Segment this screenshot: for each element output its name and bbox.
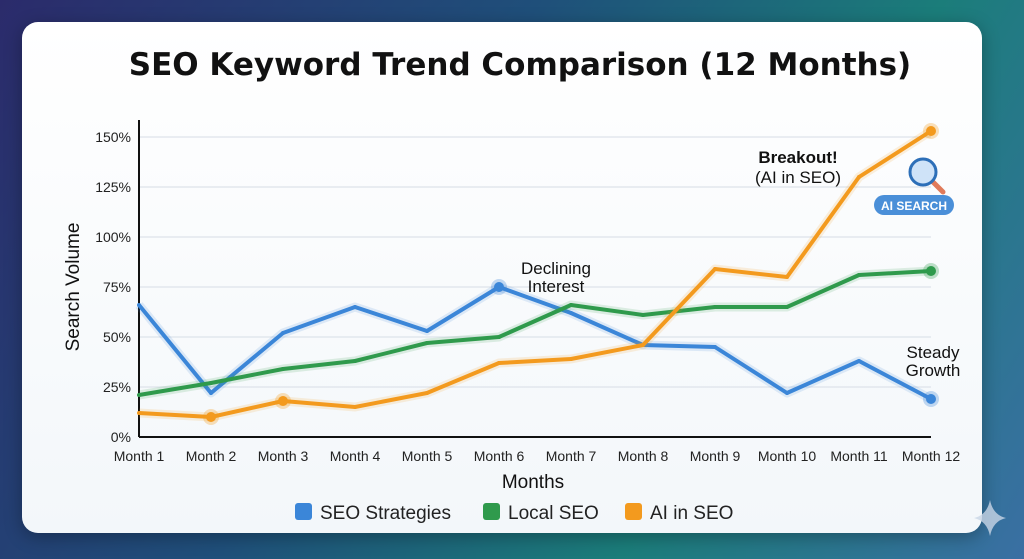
data-point	[785, 305, 789, 309]
legend: SEO Strategies Local SEO AI in SEO	[295, 503, 733, 524]
gridlines	[139, 136, 931, 388]
data-point	[497, 335, 501, 339]
y-tick-label: 75%	[103, 279, 131, 295]
data-point	[497, 361, 501, 365]
x-tick-label: Month 8	[618, 448, 669, 464]
data-point	[206, 412, 216, 422]
x-tick-label: Month 12	[902, 448, 961, 464]
x-tick-label: Month 5	[402, 448, 453, 464]
data-point	[353, 305, 357, 309]
annotation-declining-line2: Interest	[528, 277, 585, 296]
annotation-steady-line2: Growth	[906, 361, 961, 380]
magnifier-icon	[908, 157, 946, 195]
data-point	[137, 393, 141, 397]
data-point	[209, 391, 213, 395]
data-point	[353, 359, 357, 363]
x-axis-label: Months	[502, 472, 564, 493]
x-tick-label: Month 1	[114, 448, 165, 464]
data-point	[569, 303, 573, 307]
data-point	[713, 345, 717, 349]
data-point	[785, 391, 789, 395]
y-tick-labels: 0% 25% 50% 75% 100% 125% 150%	[95, 129, 131, 445]
data-point	[569, 311, 573, 315]
annotation-steady-line1: Steady	[907, 343, 960, 362]
data-point	[926, 394, 936, 404]
data-point	[713, 305, 717, 309]
data-point	[857, 273, 861, 277]
data-point	[641, 313, 645, 317]
x-tick-label: Month 6	[474, 448, 525, 464]
x-tick-label: Month 9	[690, 448, 741, 464]
data-point	[425, 329, 429, 333]
legend-swatch	[295, 503, 312, 520]
data-point	[209, 381, 213, 385]
data-point	[569, 357, 573, 361]
series-line-0	[137, 285, 932, 401]
data-point	[926, 266, 936, 276]
data-point	[137, 303, 141, 307]
annotation-declining-line1: Declining	[521, 259, 591, 278]
x-tick-label: Month 11	[830, 448, 888, 464]
data-point	[713, 267, 717, 271]
chart-card	[22, 22, 982, 533]
annotation-breakout-title: Breakout!	[758, 148, 837, 167]
series-line-2	[138, 129, 933, 419]
annotation-breakout-sub: (AI in SEO)	[755, 168, 841, 187]
data-point	[137, 411, 141, 415]
data-point	[425, 391, 429, 395]
y-tick-label: 150%	[95, 129, 131, 145]
legend-label: Local SEO	[508, 503, 599, 524]
y-tick-label: 100%	[95, 229, 131, 245]
legend-label: SEO Strategies	[320, 503, 451, 524]
sparkle-icon	[974, 500, 1006, 536]
x-tick-label: Month 3	[258, 448, 309, 464]
data-point	[278, 396, 288, 406]
y-tick-label: 25%	[103, 379, 131, 395]
data-point	[641, 343, 645, 347]
y-tick-label: 125%	[95, 179, 131, 195]
data-point	[785, 275, 789, 279]
series-group	[135, 123, 939, 425]
legend-swatch	[625, 503, 642, 520]
data-point	[494, 282, 504, 292]
x-tick-label: Month 7	[546, 448, 597, 464]
ai-search-badge-label: AI SEARCH	[881, 199, 947, 213]
data-point	[425, 341, 429, 345]
data-point	[926, 126, 936, 136]
data-point	[281, 331, 285, 335]
ai-search-badge: AI SEARCH	[874, 195, 954, 215]
x-tick-label: Month 4	[330, 448, 381, 464]
y-tick-label: 0%	[111, 429, 131, 445]
data-point	[857, 175, 861, 179]
data-point	[857, 359, 861, 363]
chart-title: SEO Keyword Trend Comparison (12 Months)	[129, 47, 911, 83]
data-point	[353, 405, 357, 409]
x-tick-labels: Month 1 Month 2 Month 3 Month 4 Month 5 Month…	[114, 448, 961, 464]
data-point	[281, 367, 285, 371]
y-tick-label: 50%	[103, 329, 131, 345]
legend-swatch	[483, 503, 500, 520]
y-axis-label: Search Volume	[63, 223, 84, 352]
series-line-1	[138, 269, 932, 397]
x-tick-label: Month 10	[758, 448, 817, 464]
x-tick-label: Month 2	[186, 448, 237, 464]
legend-label: AI in SEO	[650, 503, 733, 524]
